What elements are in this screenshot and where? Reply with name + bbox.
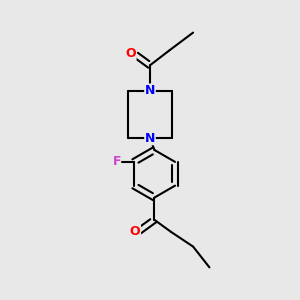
- Text: O: O: [130, 225, 140, 238]
- Text: N: N: [145, 132, 155, 145]
- Text: N: N: [145, 84, 155, 97]
- Text: O: O: [125, 47, 136, 60]
- Text: F: F: [112, 155, 121, 168]
